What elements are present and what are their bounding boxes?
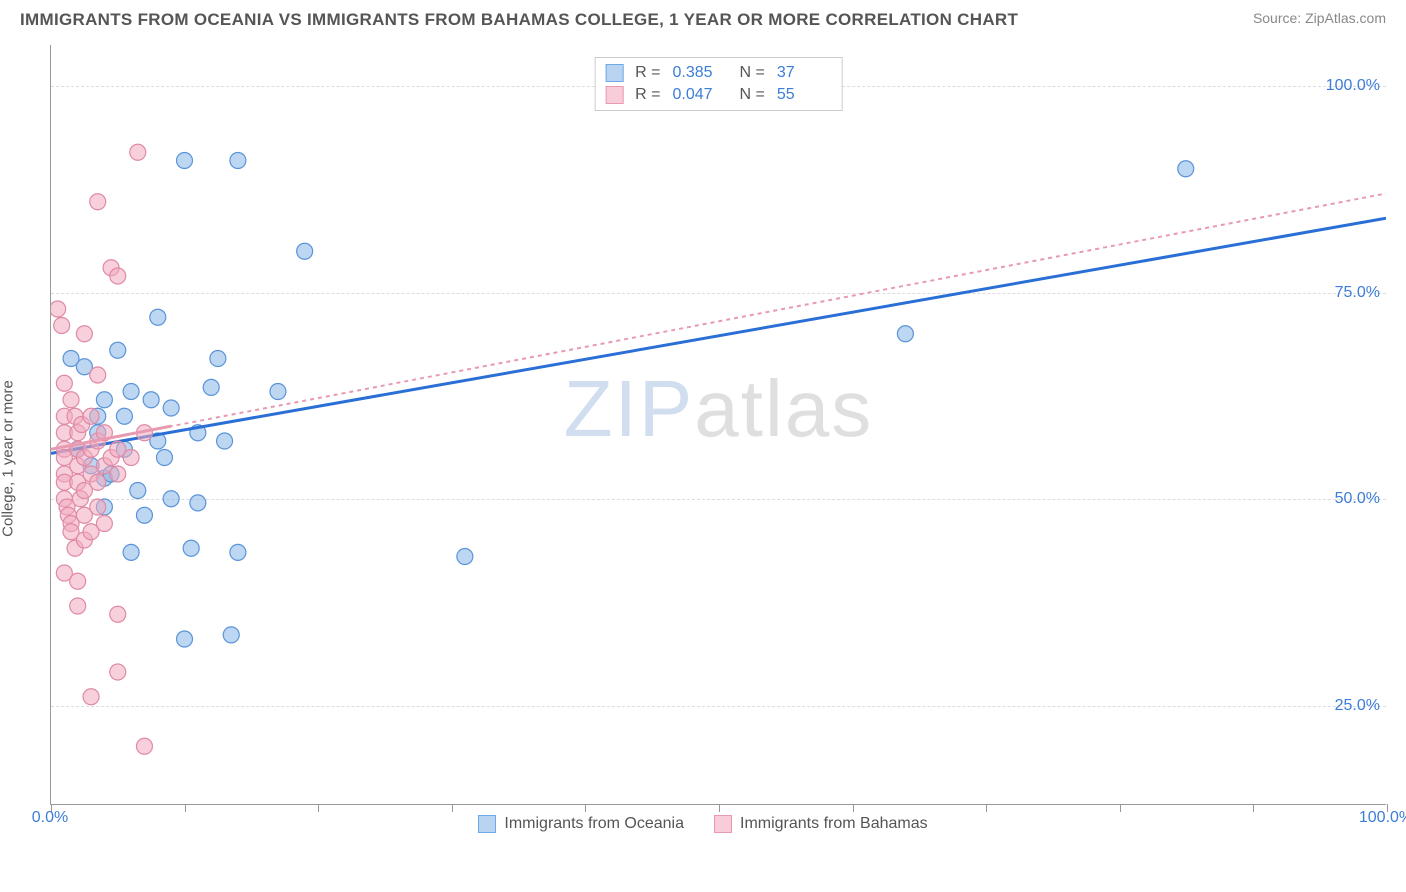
scatter-point [143,392,159,408]
scatter-point [96,392,112,408]
scatter-point [210,351,226,367]
regression-line [51,194,1386,450]
scatter-point [223,627,239,643]
scatter-point [156,450,172,466]
scatter-point [110,342,126,358]
scatter-point [110,606,126,622]
legend-series-label: Immigrants from Oceania [504,815,684,833]
legend-correlation-row: R = 0.385 N = 37 [605,62,832,84]
legend-n-value: 55 [777,86,832,104]
legend-series-label: Immigrants from Bahamas [740,815,928,833]
scatter-point [123,450,139,466]
plot-area: ZIPatlas R =0.385N =37R =0.047N =55 25.0… [50,45,1386,805]
x-tick [318,804,319,812]
legend-series-item: Immigrants from Oceania [478,815,684,833]
scatter-point [163,491,179,507]
scatter-point [270,384,286,400]
scatter-point [136,507,152,523]
scatter-point [203,379,219,395]
scatter-point [297,243,313,259]
legend-r-value: 0.385 [673,64,728,82]
scatter-point [56,375,72,391]
legend-n-label: N = [740,86,765,104]
chart-container: College, 1 year or more ZIPatlas R =0.38… [0,35,1406,865]
legend-correlation-box: R = 0.385 N = 37 R = 0.047 N = 55 [594,57,843,111]
legend-swatch [605,86,623,104]
scatter-point [63,392,79,408]
x-tick-label: 0.0% [32,809,68,827]
x-tick [986,804,987,812]
scatter-point [1178,161,1194,177]
scatter-point [230,544,246,560]
source-link[interactable]: ZipAtlas.com [1305,10,1386,26]
legend-series: Immigrants from Oceania Immigrants from B… [0,815,1406,833]
x-tick [719,804,720,812]
scatter-point [183,540,199,556]
scatter-point [130,144,146,160]
legend-r-label: R = [635,86,660,104]
x-tick [185,804,186,812]
legend-swatch [605,64,623,82]
source-attribution: Source: ZipAtlas.com [1253,10,1386,26]
scatter-point [116,408,132,424]
x-tick [452,804,453,812]
scatter-point [110,466,126,482]
scatter-point [110,268,126,284]
legend-swatch [478,815,496,833]
scatter-point [457,549,473,565]
x-tick [853,804,854,812]
scatter-point [123,544,139,560]
plot-svg [51,45,1386,804]
source-prefix: Source: [1253,10,1305,26]
legend-correlation-row: R = 0.047 N = 55 [605,84,832,106]
scatter-point [110,664,126,680]
scatter-point [897,326,913,342]
legend-n-value: 37 [777,64,832,82]
x-tick [1253,804,1254,812]
scatter-point [217,433,233,449]
scatter-point [90,367,106,383]
scatter-point [163,400,179,416]
scatter-point [70,598,86,614]
legend-n-label: N = [740,64,765,82]
scatter-point [76,326,92,342]
scatter-point [56,565,72,581]
scatter-point [54,318,70,334]
scatter-point [190,495,206,511]
scatter-point [136,738,152,754]
scatter-point [177,631,193,647]
scatter-point [177,153,193,169]
x-tick-label: 100.0% [1359,809,1406,827]
x-tick [1120,804,1121,812]
scatter-point [90,194,106,210]
scatter-point [90,499,106,515]
scatter-point [83,408,99,424]
scatter-point [130,483,146,499]
legend-r-value: 0.047 [673,86,728,104]
legend-r-label: R = [635,64,660,82]
scatter-point [150,309,166,325]
y-axis-title: College, 1 year or more [0,380,17,537]
scatter-point [90,474,106,490]
legend-series-item: Immigrants from Bahamas [714,815,928,833]
chart-title: IMMIGRANTS FROM OCEANIA VS IMMIGRANTS FR… [20,10,1018,30]
regression-line [51,218,1386,453]
legend-swatch [714,815,732,833]
scatter-point [230,153,246,169]
x-tick [585,804,586,812]
scatter-point [51,301,66,317]
scatter-point [83,689,99,705]
scatter-point [96,516,112,532]
scatter-point [123,384,139,400]
